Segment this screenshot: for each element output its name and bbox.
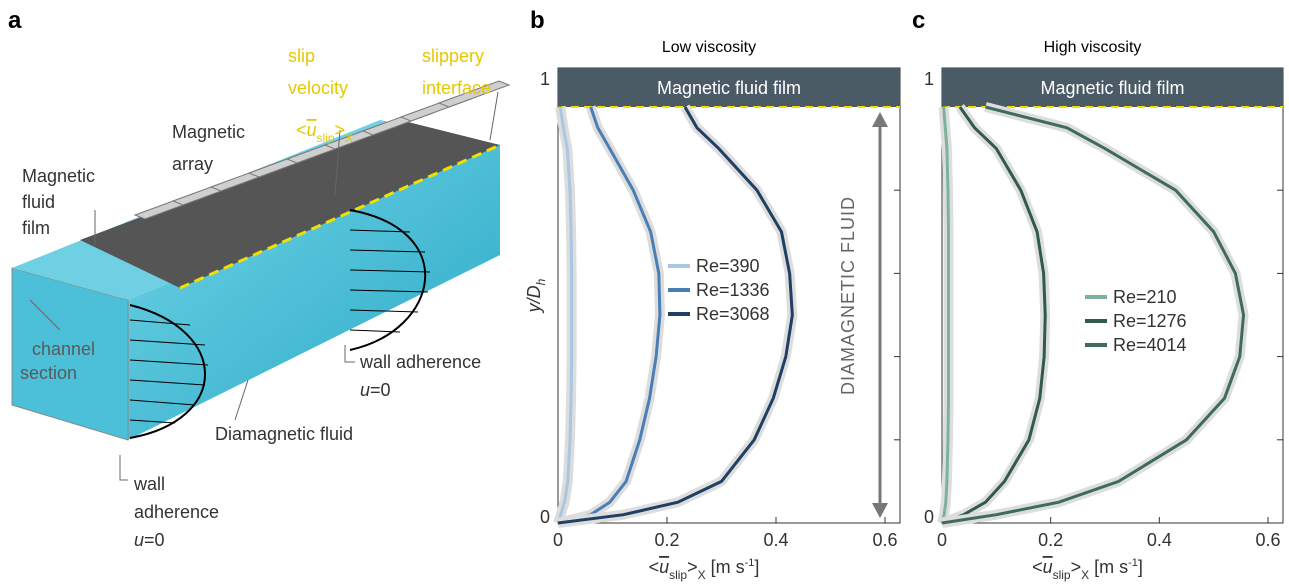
x-axis-label-part: ] bbox=[754, 557, 759, 577]
x-axis-label-part: u bbox=[659, 557, 669, 577]
legend-label: Re=1276 bbox=[1113, 311, 1187, 331]
film-band bbox=[942, 68, 1283, 107]
x-tick-label: 0 bbox=[553, 530, 563, 550]
x-axis-label-part: > bbox=[1071, 557, 1082, 577]
y-tick-label: 0 bbox=[924, 507, 934, 527]
x-axis-label-part: > bbox=[687, 557, 698, 577]
chart-title: High viscosity bbox=[1044, 39, 1142, 56]
film-band bbox=[558, 68, 900, 107]
x-axis-label-part: X bbox=[1081, 568, 1089, 582]
slip-velocity: slip velocity bbox=[288, 46, 348, 98]
magnetic-array: Magnetic array bbox=[172, 122, 245, 174]
illustration: slip velocity <uslip>X slippery interface … bbox=[11, 46, 511, 550]
magnetic-fluid-film: Magnetic fluid film bbox=[22, 166, 95, 238]
shade-band bbox=[941, 102, 1249, 528]
x-axis-label-part: X bbox=[698, 568, 706, 582]
channel-section: channel section bbox=[20, 339, 95, 383]
x-axis-label-part: -1 bbox=[745, 557, 755, 569]
x-axis-label-part: slip bbox=[669, 568, 687, 582]
y-axis-label-part: h bbox=[534, 278, 548, 285]
x-tick-label: 0.2 bbox=[654, 530, 679, 550]
y-tick-label: 1 bbox=[540, 69, 550, 89]
panel-label: c bbox=[912, 7, 925, 34]
slippery-interface: slippery interface bbox=[422, 46, 491, 98]
x-axis-label: <uslip>X [m s-1] bbox=[1032, 557, 1143, 582]
x-axis-label-part: -1 bbox=[1128, 557, 1138, 569]
leader-lines bbox=[29, 91, 499, 481]
profile-arrows bbox=[129, 229, 431, 424]
line bbox=[557, 106, 662, 525]
magnet-array bbox=[133, 80, 511, 220]
x-axis-label-part: [m s bbox=[706, 557, 745, 577]
x-tick-label: 0.4 bbox=[1147, 530, 1172, 550]
profile-front bbox=[129, 304, 206, 439]
film-label: Magnetic fluid film bbox=[657, 78, 801, 98]
diamagnetic-fluid: Diamagnetic fluid bbox=[215, 424, 353, 444]
slip-line bbox=[179, 143, 501, 290]
legend-label: Re=4014 bbox=[1113, 335, 1187, 355]
wall-adherence-side: wall adherence u=0 bbox=[359, 352, 481, 400]
line bbox=[941, 106, 1047, 525]
panel-label: b bbox=[530, 7, 545, 34]
chart-title: Low viscosity bbox=[662, 39, 756, 56]
legend-label: Re=3068 bbox=[696, 304, 770, 324]
line bbox=[940, 106, 951, 524]
film-label: Magnetic fluid film bbox=[1040, 78, 1184, 98]
panel-label: a bbox=[8, 7, 22, 34]
line bbox=[556, 106, 574, 524]
wall-adherence-front: wall adherence u=0 bbox=[133, 474, 219, 550]
arrow-head bbox=[872, 503, 888, 518]
x-tick-label: 0.6 bbox=[872, 530, 897, 550]
x-tick-label: 0 bbox=[937, 530, 947, 550]
slip-symbol: <uslip>X bbox=[296, 120, 353, 145]
legend-label: Re=210 bbox=[1113, 287, 1177, 307]
x-axis-label-part: [m s bbox=[1089, 557, 1128, 577]
x-tick-label: 0.2 bbox=[1038, 530, 1063, 550]
y-axis-label-part: y/D bbox=[524, 285, 544, 314]
line bbox=[941, 105, 1246, 525]
y-tick-label: 1 bbox=[924, 69, 934, 89]
y-tick-label: 0 bbox=[540, 507, 550, 527]
x-tick-label: 0.4 bbox=[763, 530, 788, 550]
arrow-head bbox=[872, 112, 888, 127]
x-axis-label-part: u bbox=[1043, 557, 1053, 577]
magnet bbox=[437, 80, 511, 108]
x-axis-label-part: < bbox=[649, 557, 660, 577]
profile-side bbox=[349, 209, 426, 351]
fluid-film bbox=[80, 120, 500, 288]
shade-band bbox=[940, 104, 1051, 528]
x-tick-label: 0.6 bbox=[1255, 530, 1280, 550]
annotation: DIAMAGNETIC FLUID bbox=[838, 196, 858, 395]
y-axis-label: y/Dh bbox=[524, 278, 548, 314]
x-axis-label-part: ] bbox=[1138, 557, 1143, 577]
line bbox=[557, 106, 794, 525]
x-axis-label-part: < bbox=[1032, 557, 1043, 577]
channel-side bbox=[128, 145, 500, 440]
legend-label: Re=390 bbox=[696, 256, 760, 276]
legend-label: Re=1336 bbox=[696, 280, 770, 300]
x-axis-label-part: slip bbox=[1053, 568, 1071, 582]
x-axis-label: <uslip>X [m s-1] bbox=[649, 557, 760, 582]
